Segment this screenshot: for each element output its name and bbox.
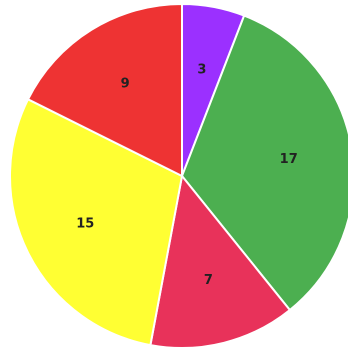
pie-slice-value-label: 9 [121, 77, 130, 92]
pie-slice-value-label: 7 [204, 273, 213, 288]
pie-slice-7 [149, 173, 292, 349]
pie-slices [9, 2, 348, 349]
pie-slice-17 [180, 14, 348, 312]
pie-slice-value-label: 17 [280, 152, 298, 167]
pie-slice-value-label: 3 [197, 62, 206, 77]
pie-slice-15 [9, 97, 184, 347]
pie-value-labels: 3 17 7 15 9 [76, 62, 297, 288]
pie-slice-value-label: 15 [76, 217, 94, 232]
pie-slice-9 [26, 2, 183, 178]
